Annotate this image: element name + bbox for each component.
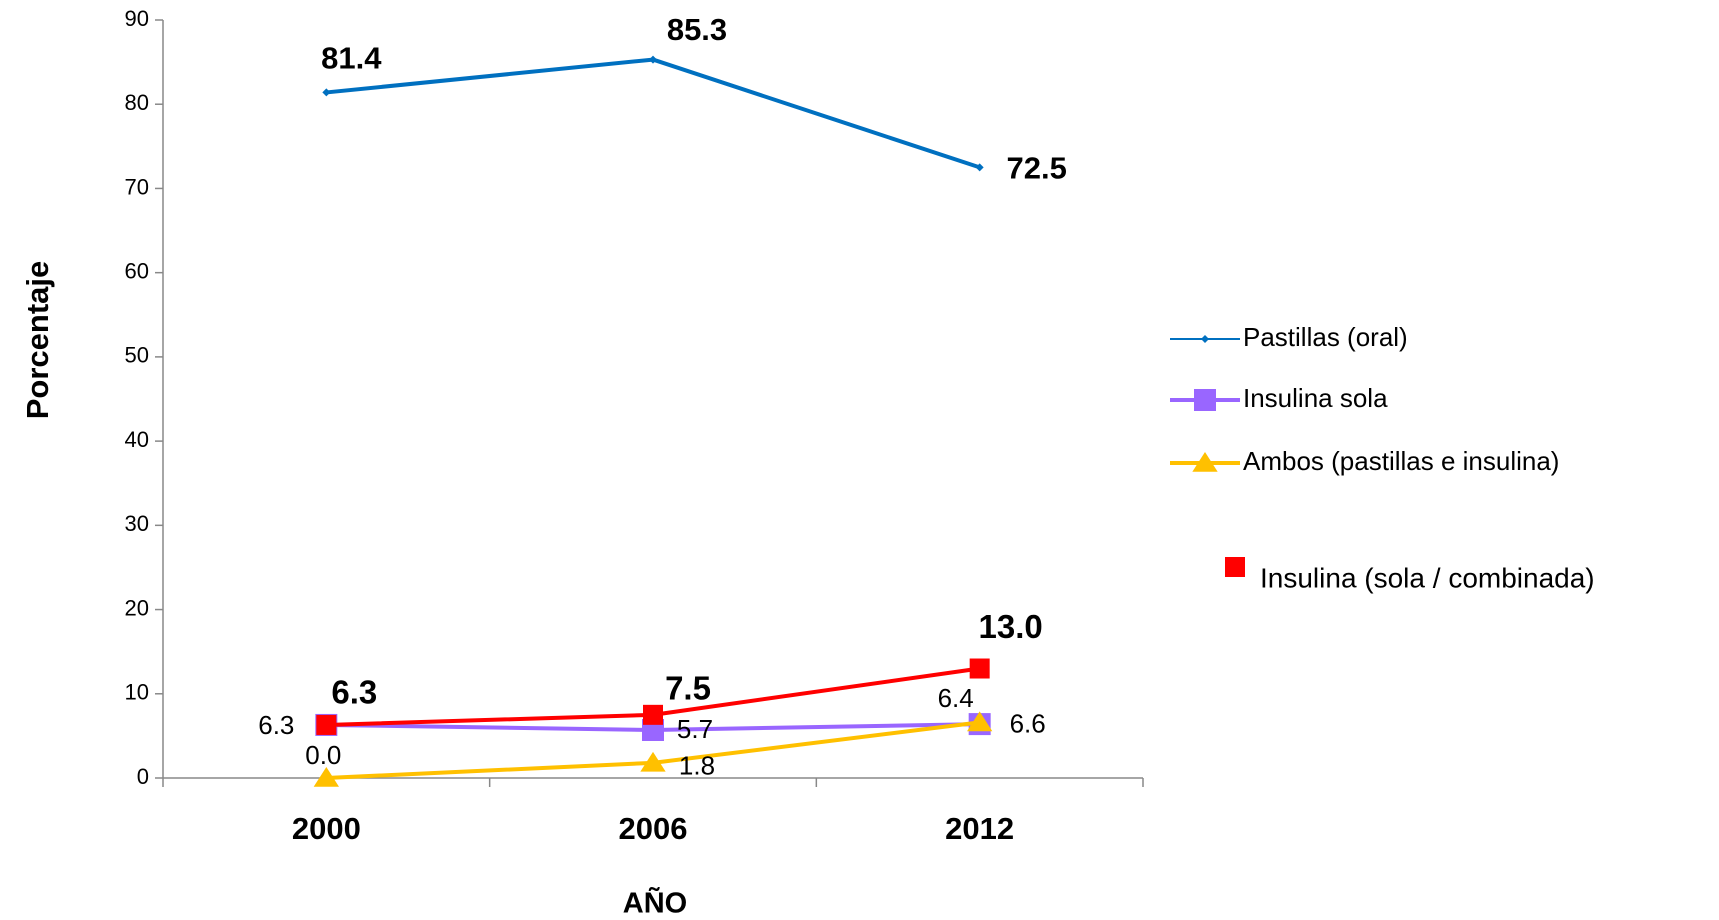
data-label: 81.4 — [321, 41, 382, 76]
y-tick-label: 50 — [125, 343, 149, 368]
y-tick-label: 40 — [125, 427, 149, 452]
point-marker — [967, 711, 993, 732]
y-tick-label: 0 — [137, 764, 149, 789]
legend-marker — [1225, 557, 1245, 577]
data-label: 5.7 — [677, 714, 713, 744]
legend-label: Pastillas (oral) — [1243, 322, 1408, 352]
x-tick-label: 2006 — [619, 811, 688, 846]
legend-marker — [1192, 452, 1218, 472]
point-marker — [643, 704, 663, 725]
legend-marker — [1201, 335, 1209, 343]
data-label: 6.3 — [331, 674, 377, 711]
point-marker — [975, 163, 984, 172]
point-marker — [316, 714, 337, 735]
y-axis-title: Porcentaje — [20, 261, 55, 420]
y-tick-label: 10 — [125, 680, 149, 705]
data-label: 85.3 — [667, 12, 727, 47]
data-label: 13.0 — [979, 608, 1043, 645]
x-tick-label: 2012 — [945, 811, 1014, 846]
point-marker — [969, 658, 990, 679]
data-label: 72.5 — [1006, 151, 1066, 186]
x-tick-label: 2000 — [292, 811, 361, 846]
x-axis-title: AÑO — [623, 886, 687, 920]
data-label: 1.8 — [679, 751, 715, 781]
y-tick-label: 90 — [125, 6, 149, 31]
y-tick-label: 30 — [125, 511, 149, 536]
y-tick-label: 70 — [125, 174, 149, 199]
point-marker — [649, 55, 657, 64]
legend-marker — [1194, 389, 1216, 411]
y-tick-label: 80 — [125, 90, 149, 115]
point-marker — [313, 767, 339, 787]
series-line — [326, 57, 981, 170]
data-label: 6.3 — [258, 710, 294, 740]
point-marker — [322, 88, 331, 97]
data-label: 6.4 — [938, 683, 974, 713]
data-label: 7.5 — [665, 670, 711, 707]
data-label: 0.0 — [305, 740, 341, 770]
data-label: 6.6 — [1010, 708, 1046, 738]
legend-label: Insulina (sola / combinada) — [1260, 562, 1595, 593]
y-tick-label: 20 — [125, 595, 149, 620]
legend-label: Insulina sola — [1243, 383, 1388, 413]
point-marker — [640, 751, 666, 772]
y-tick-label: 60 — [125, 258, 149, 283]
legend-label: Ambos (pastillas e insulina) — [1243, 446, 1559, 476]
